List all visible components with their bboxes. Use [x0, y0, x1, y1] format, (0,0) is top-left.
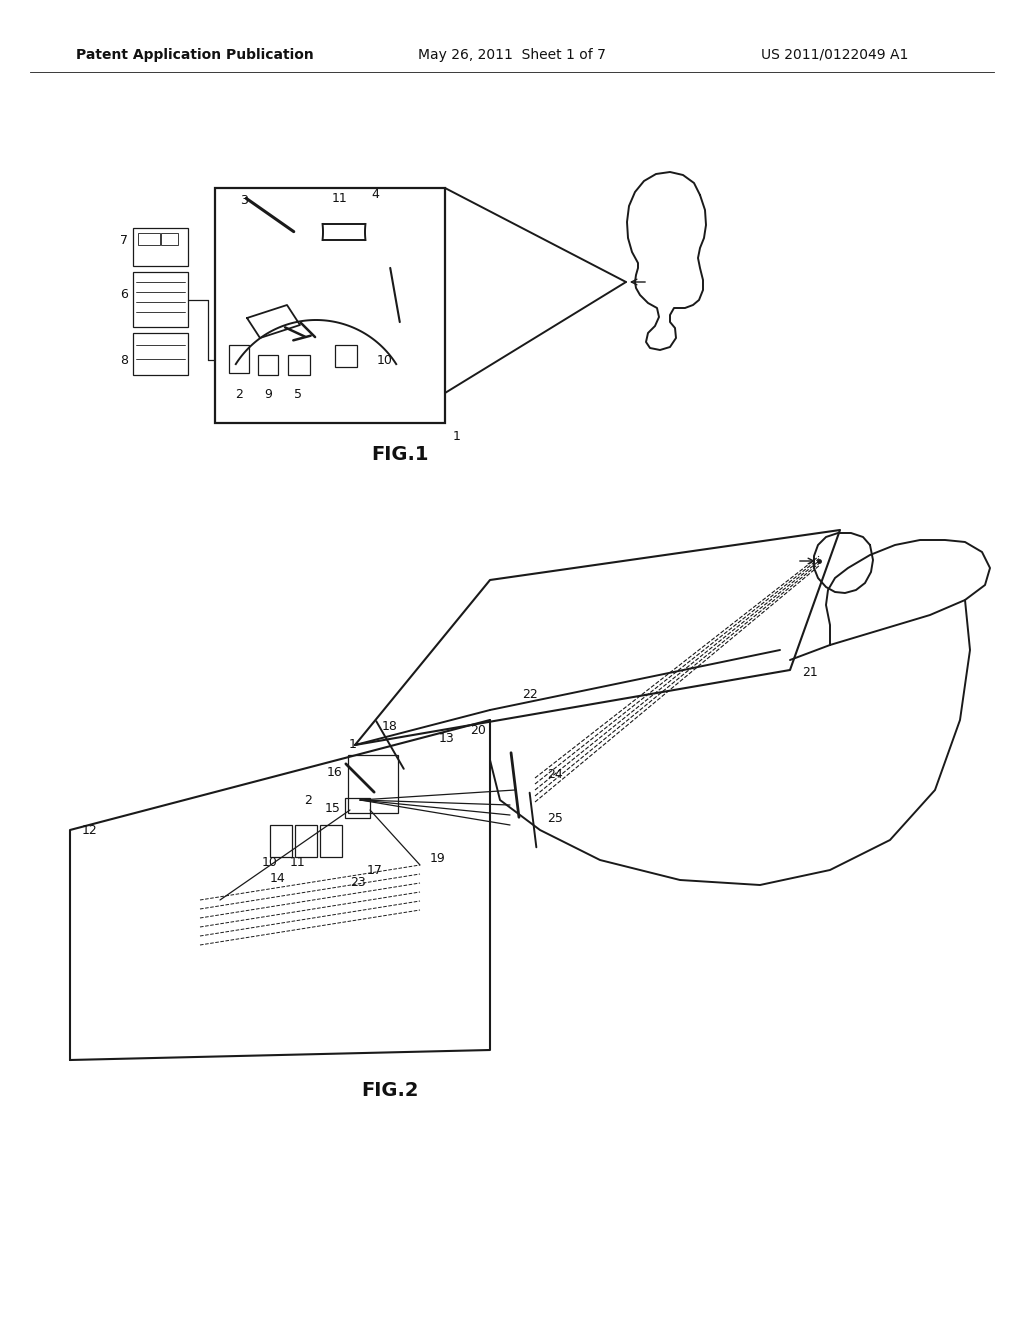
Bar	[133, 333, 188, 375]
Bar	[258, 355, 278, 375]
Text: 2: 2	[304, 793, 312, 807]
Bar	[133, 228, 188, 267]
Text: FIG.2: FIG.2	[361, 1081, 419, 1100]
Text: 15: 15	[325, 801, 341, 814]
Text: 9: 9	[264, 388, 272, 401]
Bar	[319, 825, 342, 857]
Text: 12: 12	[82, 824, 98, 837]
Bar	[345, 799, 370, 818]
Text: 11: 11	[332, 191, 348, 205]
Text: 3: 3	[240, 194, 248, 206]
Bar	[138, 234, 160, 246]
Text: 14: 14	[270, 871, 286, 884]
Bar	[133, 272, 188, 327]
Text: 10: 10	[377, 354, 393, 367]
Text: 16: 16	[327, 766, 343, 779]
Text: 1: 1	[349, 738, 357, 751]
Bar	[215, 187, 445, 422]
Text: May 26, 2011  Sheet 1 of 7: May 26, 2011 Sheet 1 of 7	[418, 48, 606, 62]
Text: 7: 7	[120, 235, 128, 248]
Text: 10: 10	[262, 855, 278, 869]
Bar	[288, 355, 310, 375]
Text: 25: 25	[547, 812, 563, 825]
Text: 6: 6	[120, 289, 128, 301]
Bar	[270, 825, 292, 857]
Text: 11: 11	[290, 855, 306, 869]
Bar	[161, 234, 178, 246]
Text: US 2011/0122049 A1: US 2011/0122049 A1	[761, 48, 908, 62]
Text: 24: 24	[547, 768, 563, 781]
Text: 13: 13	[439, 731, 455, 744]
Text: 20: 20	[470, 723, 486, 737]
Text: 4: 4	[371, 189, 379, 202]
Bar	[229, 345, 249, 374]
Text: 23: 23	[350, 875, 366, 888]
Text: 18: 18	[382, 721, 398, 734]
Text: 17: 17	[367, 863, 383, 876]
Bar	[335, 345, 357, 367]
Text: Patent Application Publication: Patent Application Publication	[76, 48, 314, 62]
Text: 1: 1	[453, 430, 461, 444]
Bar	[295, 825, 317, 857]
Text: FIG.1: FIG.1	[372, 446, 429, 465]
Text: 21: 21	[802, 665, 818, 678]
Text: 22: 22	[522, 689, 538, 701]
Text: 19: 19	[430, 851, 445, 865]
Bar	[348, 755, 398, 813]
Text: 2: 2	[236, 388, 243, 401]
Text: 8: 8	[120, 354, 128, 367]
Text: 5: 5	[294, 388, 302, 401]
